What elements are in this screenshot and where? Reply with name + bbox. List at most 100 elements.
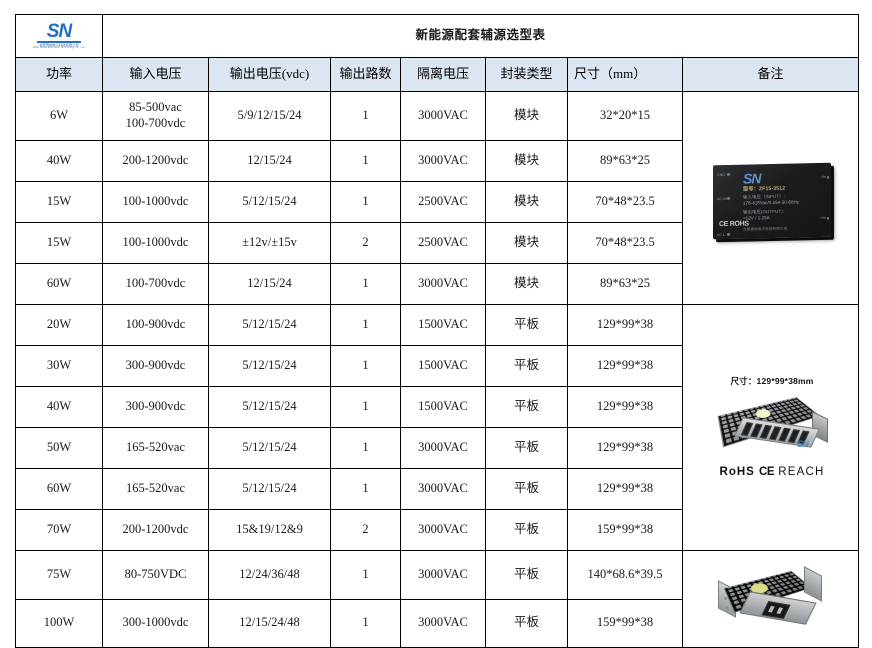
cell-power: 60W	[15, 468, 103, 510]
cell-package: 平板	[485, 598, 568, 648]
column-header-input-voltage: 输入电压	[102, 57, 209, 92]
cell-size: 129*99*38	[567, 427, 683, 469]
cell-output-voltage: 5/12/15/24	[208, 386, 331, 428]
spec-sheet-page: SN 合肥赛纳电子科技有限公司 Hefei SaiNa Electronic T…	[0, 0, 872, 602]
table-row: 70W 200-1200vdc 15&19/12&9 2 3000VAC 平板 …	[15, 509, 859, 551]
cell-package: 模块	[485, 91, 568, 141]
cell-channels: 1	[330, 550, 401, 600]
cell-package: 模块	[485, 263, 568, 305]
cell-output-voltage: 12/15/24	[208, 263, 331, 305]
flat-brand-watermark: SN	[797, 439, 809, 450]
cell-input-voltage: 165-520vac	[102, 427, 209, 469]
cell-input-voltage: 100-1000vdc	[102, 181, 209, 223]
cell-power: 40W	[15, 140, 103, 182]
module-terminal-dot-icon	[727, 196, 730, 200]
module-model-label: 型号：ZF15-3512	[743, 185, 786, 193]
module-pin-vo-neg: -Vo	[820, 174, 826, 179]
cell-package: 模块	[485, 222, 568, 264]
cell-output-voltage: 5/12/15/24	[208, 468, 331, 510]
enclosed-device-image	[712, 563, 832, 635]
cell-isolation: 3000VAC	[400, 263, 486, 305]
table-row: 15W 100-1000vdc ±12v/±15v 2 2500VAC 模块 7…	[15, 222, 859, 264]
ce-rohs-icon: CE ROHS	[719, 220, 749, 229]
module-pin-gnd: GND	[717, 172, 725, 178]
cell-isolation: 3000VAC	[400, 427, 486, 469]
certification-line: RoHS CE REACH	[720, 465, 825, 479]
cell-channels: 1	[330, 140, 401, 182]
cell-power: 30W	[15, 345, 103, 387]
logo-underline-icon	[36, 40, 81, 43]
logo-company-en: Hefei SaiNa Electronic Technology Co., L…	[32, 45, 86, 49]
cell-isolation: 3000VAC	[400, 509, 486, 551]
cell-power: 15W	[15, 181, 103, 223]
cell-size: 159*99*38	[567, 509, 683, 551]
cell-output-voltage: 5/12/15/24	[208, 181, 331, 223]
cell-isolation: 3000VAC	[400, 550, 486, 600]
cell-output-voltage: 15&19/12&9	[208, 509, 331, 551]
table-row: 6W 85-500vac 100-700vdc 5/9/12/15/24 1 3…	[15, 91, 860, 305]
rohs-label: RoHS	[719, 465, 755, 478]
cell-size: 70*48*23.5	[567, 222, 683, 264]
table-row: 40W 300-900vdc 5/12/15/24 1 1500VAC 平板 1…	[15, 386, 859, 428]
cell-size: 32*20*15	[567, 91, 683, 141]
cell-output-voltage: 12/24/36/48	[208, 550, 331, 600]
enclosed-product-photo	[684, 553, 860, 645]
cell-channels: 2	[330, 222, 401, 264]
cell-input-voltage: 300-1000vdc	[102, 598, 209, 648]
cell-power: 40W	[15, 386, 103, 428]
cell-size: 129*99*38	[567, 304, 683, 346]
cell-channels: 1	[330, 427, 401, 469]
cell-output-voltage: 5/12/15/24	[208, 345, 331, 387]
cell-size: 129*99*38	[567, 345, 683, 387]
cell-output-voltage: 5/9/12/15/24	[208, 91, 331, 141]
cell-power: 6W	[15, 91, 103, 141]
remark-cell-module-photo: SN 型号：ZF15-3512 输入电压（INPUT）: 176-418Vac/…	[681, 91, 860, 305]
table-row: 75W 80-750VDC 12/24/36/48 1 3000VAC 平板 1…	[15, 550, 860, 648]
remark-cell-enclosed-photo	[681, 550, 860, 648]
mounting-screw-icon	[726, 607, 729, 610]
cell-package: 平板	[485, 386, 568, 428]
logo-company-cn: 合肥赛纳电子科技有限公司	[39, 42, 79, 47]
cell-isolation: 1500VAC	[400, 345, 486, 387]
column-header-channels: 输出路数	[330, 57, 401, 92]
cell-channels: 1	[330, 263, 401, 305]
column-header-package: 封装类型	[485, 57, 568, 92]
cell-input-voltage-line2: 100-700vdc	[125, 116, 186, 130]
table-row: 15W 100-1000vdc 5/12/15/24 1 2500VAC 模块 …	[15, 181, 859, 223]
cell-isolation: 1500VAC	[400, 304, 486, 346]
table-row: 60W 165-520vac 5/12/15/24 1 3000VAC 平板 1…	[15, 468, 859, 510]
cell-size: 70*48*23.5	[567, 181, 683, 223]
cell-channels: 1	[330, 345, 401, 387]
flat-product-photo: 尺寸：129*99*38mm SN	[684, 368, 860, 487]
sn-logo: SN 合肥赛纳电子科技有限公司 Hefei SaiNa Electronic T…	[33, 20, 85, 50]
cell-power: 20W	[15, 304, 103, 346]
cell-isolation: 3000VAC	[400, 140, 486, 182]
cell-isolation: 3000VAC	[400, 91, 486, 141]
cell-isolation: 3000VAC	[400, 598, 486, 648]
cell-size: 129*99*38	[567, 386, 683, 428]
cell-output-voltage: 12/15/24	[208, 140, 331, 182]
title-row: SN 合肥赛纳电子科技有限公司 Hefei SaiNa Electronic T…	[15, 14, 860, 58]
cell-channels: 2	[330, 509, 401, 551]
column-header-isolation: 隔离电压	[400, 57, 486, 92]
cell-package: 平板	[485, 304, 568, 346]
cell-input-voltage: 200-1200vdc	[102, 140, 209, 182]
cell-channels: 1	[330, 468, 401, 510]
mounting-screw-icon	[724, 597, 727, 600]
module-device-image: SN 型号：ZF15-3512 输入电压（INPUT）: 176-418Vac/…	[713, 162, 831, 240]
cell-package: 平板	[485, 468, 568, 510]
cell-input-voltage: 300-900vdc	[102, 345, 209, 387]
module-pin-acin: AC IN	[717, 196, 727, 202]
cell-channels: 1	[330, 598, 401, 648]
logo-wordmark: SN	[46, 20, 72, 42]
cell-power: 100W	[15, 598, 103, 648]
cell-channels: 1	[330, 181, 401, 223]
module-terminal-dot-icon	[727, 232, 730, 236]
table-header-row: 功率 输入电压 输出电压(vdc) 输出路数 隔离电压 封装类型 尺寸（mm） …	[15, 57, 860, 92]
cell-input-voltage: 200-1200vdc	[102, 509, 209, 551]
cell-output-voltage: 5/12/15/24	[208, 427, 331, 469]
cell-channels: 1	[330, 91, 401, 141]
flat-device-image: SN	[716, 393, 828, 455]
cell-input-voltage: 80-750VDC	[102, 550, 209, 600]
cell-package: 平板	[485, 509, 568, 551]
